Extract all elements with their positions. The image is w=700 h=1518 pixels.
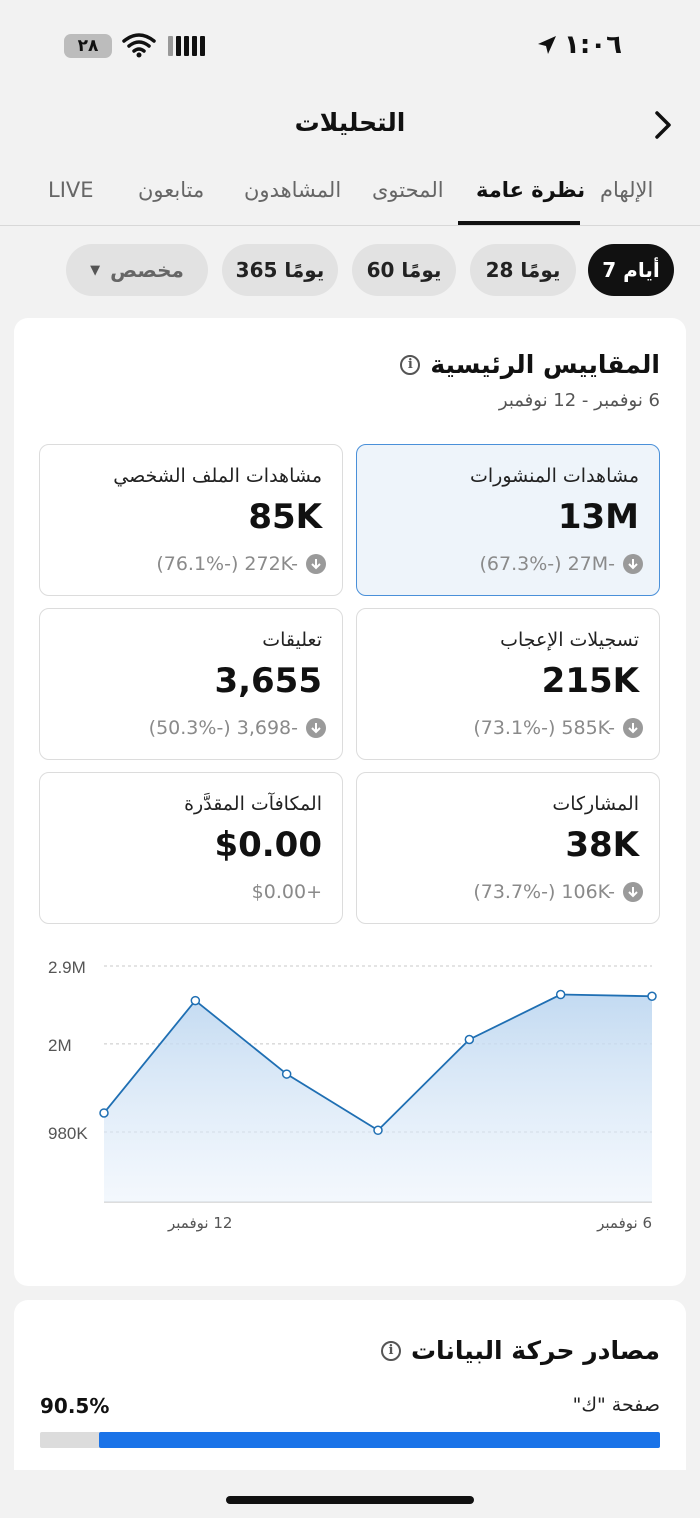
x-tick-label: 6 نوفمبر xyxy=(596,1214,652,1232)
date-range: 6 نوفمبر - 12 نوفمبر xyxy=(498,390,660,411)
section-title-text: المقاييس الرئيسية xyxy=(430,350,660,379)
tab-content[interactable]: المحتوى xyxy=(372,178,444,202)
tab-audience[interactable]: المشاهدون xyxy=(244,178,342,202)
metric-label: مشاهدات الملف الشخصي xyxy=(113,465,322,487)
metric-label: المكافآت المقدَّرة xyxy=(184,793,322,815)
filter-label: 28 يومًا xyxy=(485,258,561,282)
data-point xyxy=(647,991,657,1002)
arrow-down-icon xyxy=(306,718,326,738)
traffic-source-percent: 90.5% xyxy=(40,1394,110,1418)
filter-label: 7 أيام xyxy=(602,258,660,282)
tab-overview[interactable]: نظرة عامة xyxy=(476,178,586,202)
metric-change-text: (73.1%-) 585K- xyxy=(473,717,615,739)
data-point xyxy=(555,989,566,1000)
filter-28-days[interactable]: 28 يومًا xyxy=(470,244,576,296)
x-tick-label: 12 نوفمبر xyxy=(167,1214,232,1232)
tab-live[interactable]: LIVE xyxy=(48,178,94,202)
metric-value: 85K xyxy=(248,497,322,537)
metric-change-text: (67.3%-) 27M- xyxy=(479,553,615,575)
series-area xyxy=(104,994,652,1202)
filter-60-days[interactable]: 60 يومًا xyxy=(352,244,456,296)
metric-change: (50.3%-) 3,698- xyxy=(149,717,326,739)
metric-change-text: (50.3%-) 3,698- xyxy=(148,717,298,739)
metric-value: 38K xyxy=(565,825,639,865)
filter-label: 365 يومًا xyxy=(235,258,325,282)
section-title-text: مصادر حركة البيانات xyxy=(410,1336,660,1365)
back-button[interactable] xyxy=(648,108,678,142)
traffic-source-bar-fill xyxy=(98,1432,660,1448)
arrow-down-icon xyxy=(306,554,326,574)
clock: ١:٠٦ xyxy=(536,30,622,60)
time-text: ١:٠٦ xyxy=(564,30,623,60)
arrow-down-icon xyxy=(623,718,643,738)
metric-tile-comments[interactable]: تعليقات 3,655 (50.3%-) 3,698- xyxy=(39,608,343,760)
metric-value: $0.00 xyxy=(214,825,322,865)
data-point xyxy=(99,1108,109,1118)
filter-7-days[interactable]: 7 أيام xyxy=(588,244,674,296)
active-tab-indicator xyxy=(458,221,580,225)
metric-label: تعليقات xyxy=(262,629,322,651)
wifi-icon xyxy=(122,32,156,62)
data-point xyxy=(190,995,201,1006)
metric-change: (73.7%-) 106K- xyxy=(473,881,643,903)
filter-label: 60 يومًا xyxy=(366,258,442,282)
metric-value: 3,655 xyxy=(214,661,322,701)
metric-value: 13M xyxy=(557,497,639,537)
metric-change: $0.00+ xyxy=(252,881,322,903)
traffic-source-bar xyxy=(40,1432,660,1448)
data-point xyxy=(281,1069,292,1079)
arrow-down-icon xyxy=(623,882,643,902)
tab-followers[interactable]: متابعون xyxy=(138,178,205,202)
filter-365-days[interactable]: 365 يومًا xyxy=(222,244,338,296)
key-metrics-card: المقاييس الرئيسية i 6 نوفمبر - 12 نوفمبر… xyxy=(14,318,686,1286)
metric-change-text: $0.00+ xyxy=(251,881,322,903)
location-arrow-icon xyxy=(538,36,556,54)
metric-label: مشاهدات المنشورات xyxy=(469,465,639,487)
info-icon[interactable]: i xyxy=(400,354,421,375)
arrow-down-icon xyxy=(623,554,643,574)
chart-svg: 2.9M 2M 980K 12 نوفمبر 6 نوفمبر xyxy=(48,958,657,1232)
y-tick-label: 2.9M xyxy=(48,958,86,977)
status-bar: ٢٨ ١:٠٦ xyxy=(0,0,700,92)
info-icon[interactable]: i xyxy=(380,1340,401,1361)
key-metrics-title: المقاييس الرئيسية i xyxy=(400,350,660,379)
y-tick-label: 980K xyxy=(48,1124,88,1143)
traffic-source-row: صفحة "ك" 90.5% xyxy=(40,1394,660,1424)
metric-value: 215K xyxy=(541,661,639,701)
home-indicator xyxy=(226,1496,474,1504)
metric-change: (73.1%-) 585K- xyxy=(473,717,643,739)
traffic-sources-title: مصادر حركة البيانات i xyxy=(380,1336,660,1365)
data-point xyxy=(373,1125,383,1136)
caret-down-icon: ▼ xyxy=(90,262,101,278)
traffic-sources-card: مصادر حركة البيانات i صفحة "ك" 90.5% xyxy=(14,1300,686,1470)
metric-tile-estimated-rewards[interactable]: المكافآت المقدَّرة $0.00 $0.00+ xyxy=(39,772,343,924)
metric-label: المشاركات xyxy=(552,793,639,815)
filter-custom-dropdown[interactable]: ▼ مخصص xyxy=(66,244,208,296)
page-title: التحليلات xyxy=(294,108,406,137)
filter-label: مخصص xyxy=(110,258,184,282)
metric-change-text: (76.1%-) 272K- xyxy=(156,553,298,575)
battery-icon: ٢٨ xyxy=(64,34,112,58)
signal-icon xyxy=(168,36,205,56)
chevron-right-icon xyxy=(655,111,671,139)
date-filter-bar: 7 أيام 28 يومًا 60 يومًا 365 يومًا ▼ مخص… xyxy=(0,244,700,298)
battery-level: ٢٨ xyxy=(77,36,99,56)
tab-inspiration[interactable]: الإلهام xyxy=(600,178,654,202)
metric-label: تسجيلات الإعجاب xyxy=(500,629,639,651)
metric-tile-likes[interactable]: تسجيلات الإعجاب 215K (73.1%-) 585K- xyxy=(356,608,660,760)
y-tick-label: 2M xyxy=(48,1036,72,1055)
data-point xyxy=(464,1034,475,1045)
metric-tile-shares[interactable]: المشاركات 38K (73.7%-) 106K- xyxy=(356,772,660,924)
metric-change: (76.1%-) 272K- xyxy=(156,553,326,575)
tab-bar: الإلهام نظرة عامة المحتوى المشاهدون متاب… xyxy=(0,168,700,226)
metric-change: (67.3%-) 27M- xyxy=(479,553,643,575)
metric-tile-post-views[interactable]: مشاهدات المنشورات 13M (67.3%-) 27M- xyxy=(356,444,660,596)
metric-tile-profile-views[interactable]: مشاهدات الملف الشخصي 85K (76.1%-) 272K- xyxy=(39,444,343,596)
traffic-source-label: صفحة "ك" xyxy=(572,1394,660,1416)
post-views-chart: 2.9M 2M 980K 12 نوفمبر 6 نوفمبر xyxy=(14,950,686,1250)
metric-change-text: (73.7%-) 106K- xyxy=(473,881,615,903)
